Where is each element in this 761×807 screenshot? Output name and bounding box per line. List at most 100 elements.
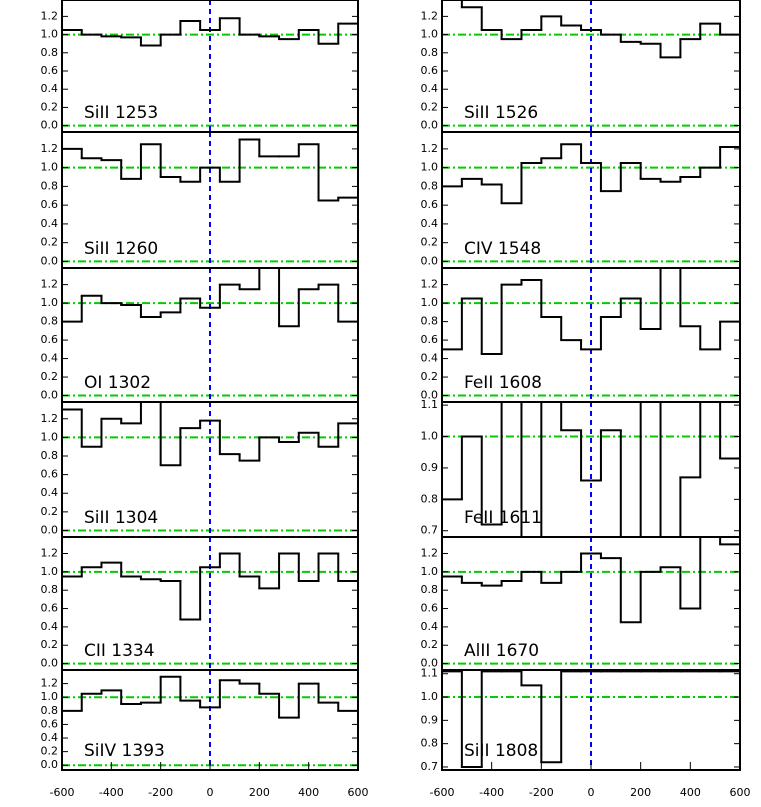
panel: 0.7 0.8 0.9 1.0 1.1 SiII 1808 -600 -400 -200 0 200… <box>421 667 751 799</box>
y-tick-label: 0.6 <box>421 333 439 346</box>
y-tick-label: 0.2 <box>41 638 59 651</box>
panel: 0.0 0.2 0.4 0.6 0.8 1.0 1.2 SiII 1304 <box>41 401 359 538</box>
y-tick-label: 0.8 <box>41 46 59 59</box>
panel: 0.0 0.2 0.4 0.6 0.8 1.0 1.2 CIV 1548 <box>421 131 741 269</box>
x-tick-label: 200 <box>630 786 651 799</box>
line-label: SiII 1526 <box>464 103 538 123</box>
x-tick-label: 0 <box>588 786 595 799</box>
line-label: SiII 1260 <box>84 239 158 259</box>
x-tick-label: 600 <box>730 786 751 799</box>
y-tick-label: 0.8 <box>421 737 439 750</box>
x-tick-label: -400 <box>99 786 124 799</box>
y-tick-label: 1.0 <box>41 161 59 174</box>
y-tick-label: 0.6 <box>41 198 59 211</box>
x-tick-label: 0 <box>207 786 214 799</box>
y-tick-label: 0.9 <box>421 461 439 474</box>
y-tick-label: 0.4 <box>41 352 59 365</box>
y-tick-label: 0.2 <box>41 236 59 249</box>
y-tick-label: 0.0 <box>421 119 439 132</box>
y-tick-label: 1.2 <box>41 142 59 155</box>
plot-area <box>442 537 740 670</box>
y-tick-label: 0.6 <box>421 602 439 615</box>
y-tick-label: 0.0 <box>41 119 59 132</box>
y-tick-label: 1.0 <box>421 296 439 309</box>
y-tick-label: 1.2 <box>41 278 59 291</box>
y-tick-label: 0.8 <box>421 46 439 59</box>
plot-area <box>442 670 740 770</box>
y-tick-label: 1.2 <box>421 9 439 22</box>
y-tick-label: 0.9 <box>421 713 439 726</box>
y-tick-label: 1.0 <box>41 28 59 41</box>
y-tick-label: 0.4 <box>41 82 59 95</box>
y-tick-label: 0.0 <box>421 254 439 267</box>
line-label: FeII 1611 <box>464 508 542 528</box>
y-tick-label: 1.0 <box>41 690 59 703</box>
y-tick-label: 0.0 <box>41 389 59 402</box>
y-tick-label: 0.4 <box>41 486 59 499</box>
line-label: SiIV 1393 <box>84 741 165 761</box>
plot-area <box>62 0 358 132</box>
panel: 0.0 0.2 0.4 0.6 0.8 1.0 1.2 OI 1302 <box>41 267 359 403</box>
y-tick-label: 0.4 <box>421 217 439 230</box>
x-tick-label: 400 <box>298 786 319 799</box>
y-tick-label: 0.2 <box>41 505 59 518</box>
y-tick-label: 1.2 <box>41 547 59 560</box>
plot-area <box>442 132 740 268</box>
y-tick-label: 0.4 <box>41 217 59 230</box>
panel: 0.7 0.8 0.9 1.0 1.1 FeII 1611 <box>421 398 741 538</box>
y-tick-label: 1.2 <box>421 278 439 291</box>
y-tick-label: 0.8 <box>421 583 439 596</box>
y-tick-label: 1.2 <box>41 412 59 425</box>
y-tick-label: 1.0 <box>421 690 439 703</box>
y-tick-label: 0.8 <box>421 492 439 505</box>
y-tick-label: 0.8 <box>41 583 59 596</box>
plot-area <box>442 268 740 402</box>
y-tick-label: 1.0 <box>41 296 59 309</box>
y-tick-label: 0.6 <box>41 333 59 346</box>
y-tick-label: 1.0 <box>421 565 439 578</box>
line-label: FeII 1608 <box>464 373 542 393</box>
x-tick-label: -200 <box>529 786 554 799</box>
y-tick-label: 0.0 <box>41 758 59 771</box>
panel: 0.00.20.40.60.81.01.2 SiIV 1393 -600 -400 -2… <box>41 669 369 799</box>
y-tick-label: 0.4 <box>421 82 439 95</box>
y-tick-label: 0.4 <box>421 352 439 365</box>
y-tick-label: 0.0 <box>41 657 59 670</box>
y-tick-label: 0.8 <box>41 704 59 717</box>
y-tick-label: 0.2 <box>41 370 59 383</box>
y-tick-label: 0.0 <box>421 657 439 670</box>
panel: 0.0 0.2 0.4 0.6 0.8 1.0 1.2 SiII 1253 <box>41 0 359 133</box>
panel: 0.0 0.2 0.4 0.6 0.8 1.0 1.2 CII 1334 <box>41 536 359 671</box>
x-tick-label: -200 <box>148 786 173 799</box>
panel: 0.0 0.2 0.4 0.6 0.8 1.0 1.2 AlII 1670 <box>421 536 741 671</box>
y-tick-label: 1.0 <box>41 565 59 578</box>
y-tick-label: 0.8 <box>421 179 439 192</box>
line-label: CIV 1548 <box>464 239 541 259</box>
y-tick-label: 1.1 <box>421 667 439 680</box>
y-tick-label: 0.0 <box>41 254 59 267</box>
line-label: SiII 1253 <box>84 103 158 123</box>
x-tick-label: -600 <box>430 786 455 799</box>
x-tick-label: 400 <box>680 786 701 799</box>
y-tick-label: 0.2 <box>421 638 439 651</box>
line-label: CII 1334 <box>84 641 155 661</box>
plot-area <box>442 402 740 537</box>
y-tick-label: 1.0 <box>41 430 59 443</box>
y-tick-label: 0.6 <box>421 64 439 77</box>
plot-area <box>62 537 358 670</box>
y-tick-label: 1.0 <box>421 430 439 443</box>
panel: 0.0 0.2 0.4 0.6 0.8 1.0 1.2 FeII 1608 <box>421 267 741 403</box>
y-tick-label: 0.4 <box>421 620 439 633</box>
y-tick-label: 0.6 <box>41 64 59 77</box>
plot-area <box>62 132 358 268</box>
y-tick-label: 0.4 <box>41 731 59 744</box>
y-tick-label: 0.8 <box>41 179 59 192</box>
y-tick-label: 1.2 <box>41 9 59 22</box>
x-tick-label: 200 <box>249 786 270 799</box>
plot-area <box>62 268 358 402</box>
y-tick-label: 1.0 <box>421 161 439 174</box>
x-tick-label: -600 <box>50 786 75 799</box>
line-label: OI 1302 <box>84 373 151 393</box>
y-tick-label: 0.7 <box>421 524 439 537</box>
